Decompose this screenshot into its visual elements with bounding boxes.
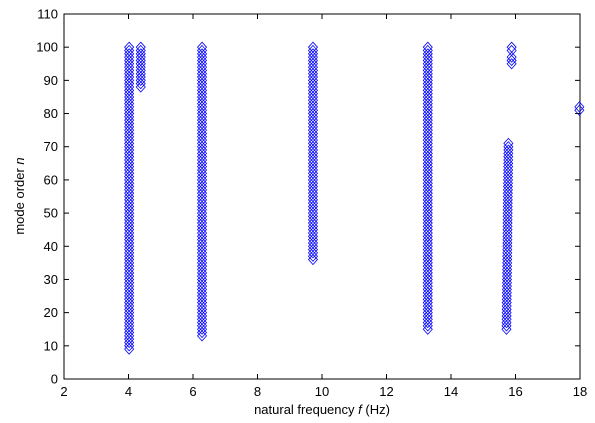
data-point <box>124 41 135 53</box>
x-axis-label-unit: (Hz) <box>362 402 390 417</box>
x-axis-label-text: natural frequency <box>254 402 358 417</box>
x-tick-label: 10 <box>315 384 329 399</box>
data-point <box>506 41 517 53</box>
x-axis-label: natural frequency f (Hz) <box>254 402 390 417</box>
y-tick-label: 40 <box>44 239 58 254</box>
x-tick-label: 6 <box>189 384 196 399</box>
data-point <box>135 41 146 53</box>
y-tick-label: 110 <box>37 7 58 22</box>
y-axis-label: mode order n <box>12 157 27 234</box>
x-tick-label: 18 <box>573 384 587 399</box>
y-axis-label-symbol: n <box>12 157 27 164</box>
y-axis-ticks: 0 10 20 30 40 50 60 70 80 90 100 110 <box>36 7 580 387</box>
y-tick-label: 10 <box>44 338 58 353</box>
y-tick-label: 70 <box>44 139 58 154</box>
data-point <box>307 41 319 53</box>
data-point <box>506 51 517 63</box>
data-markers <box>124 41 585 355</box>
y-tick-label: 60 <box>44 172 58 187</box>
x-tick-label: 14 <box>444 384 458 399</box>
x-axis-ticks: 2 4 6 8 10 12 14 16 18 <box>60 14 587 399</box>
y-tick-label: 20 <box>44 305 58 320</box>
data-point <box>196 41 208 53</box>
x-tick-label: 2 <box>60 384 67 399</box>
x-tick-label: 4 <box>125 384 132 399</box>
y-axis-label-text: mode order <box>12 165 27 235</box>
plot-area <box>63 13 581 380</box>
x-tick-label: 16 <box>508 384 522 399</box>
y-tick-label: 80 <box>44 106 58 121</box>
y-tick-label: 90 <box>44 73 58 88</box>
data-point <box>422 41 433 53</box>
data-point <box>574 101 585 113</box>
x-tick-label: 8 <box>254 384 261 399</box>
data-point <box>503 137 514 150</box>
y-tick-label: 30 <box>44 272 58 287</box>
x-tick-label: 12 <box>379 384 393 399</box>
x-axis-label-symbol: f <box>358 402 363 417</box>
y-tick-label: 50 <box>44 206 58 221</box>
y-tick-label: 100 <box>36 40 58 55</box>
y-tick-label: 0 <box>51 372 58 387</box>
